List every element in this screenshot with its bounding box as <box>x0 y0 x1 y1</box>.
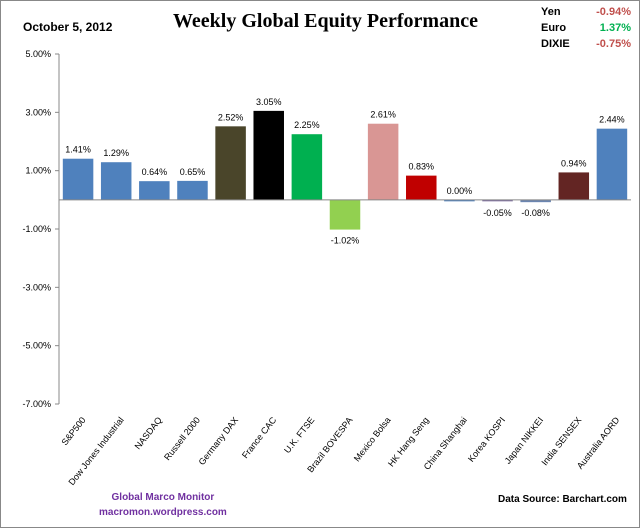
data-label: 2.52% <box>218 112 244 122</box>
data-label: 0.64% <box>142 167 168 177</box>
x-tick-label: U.K. FTSE <box>282 415 316 455</box>
x-tick-label: NASDAQ <box>133 415 164 451</box>
bar <box>253 110 284 200</box>
x-tick-label: Russell 2000 <box>162 415 202 462</box>
x-tick-label: Germany DAX <box>197 415 241 467</box>
data-label: 2.61% <box>370 110 396 120</box>
bar <box>482 199 513 202</box>
data-label: -1.02% <box>331 236 360 246</box>
x-tick-label: S&P500 <box>59 415 87 447</box>
x-tick-label: France CAC <box>240 415 279 461</box>
data-label: 0.83% <box>409 162 435 172</box>
y-tick-label: 1.00% <box>25 166 51 176</box>
fx-value-dixie: -0.75% <box>596 38 631 50</box>
bar <box>367 123 399 200</box>
data-label: 3.05% <box>256 97 282 107</box>
fx-label-yen: Yen <box>541 6 561 18</box>
data-label: 2.25% <box>294 120 320 130</box>
data-label: 0.00% <box>447 186 473 196</box>
data-label: 1.29% <box>103 148 129 158</box>
brand: Global Marco Monitor macromon.wordpress.… <box>99 490 227 520</box>
y-tick-label: -1.00% <box>22 224 51 234</box>
bar <box>406 175 437 200</box>
y-tick-label: 3.00% <box>25 107 51 117</box>
fx-value-euro: 1.37% <box>599 22 631 34</box>
data-label: 1.41% <box>65 145 91 155</box>
x-tick-label: India SENSEX <box>539 415 583 467</box>
data-source: Data Source: Barchart.com <box>498 494 627 505</box>
data-label: -0.08% <box>521 208 550 218</box>
bar <box>596 128 628 200</box>
bar <box>444 199 475 202</box>
fx-label-euro: Euro <box>541 22 567 34</box>
x-tick-label: HK Hang Seng <box>386 415 431 468</box>
data-label: 0.94% <box>561 158 587 168</box>
bar <box>100 162 132 200</box>
x-tick-label: Korea KOSPI <box>466 415 507 464</box>
fx-value-yen: -0.94% <box>596 6 631 18</box>
brand-name: Global Marco Monitor <box>111 492 215 503</box>
y-tick-label: -7.00% <box>22 399 51 409</box>
bar <box>291 134 323 200</box>
y-tick-label: 5.00% <box>25 49 51 59</box>
bar <box>215 126 246 200</box>
data-label: 2.44% <box>599 115 625 125</box>
data-label: 0.65% <box>180 167 206 177</box>
data-label: -0.05% <box>483 208 512 218</box>
brand-url: macromon.wordpress.com <box>99 507 227 518</box>
bar <box>139 181 170 200</box>
bar <box>177 180 208 200</box>
y-tick-label: -3.00% <box>22 282 51 292</box>
x-tick-label: Japan NIKKEI <box>503 415 546 466</box>
bar <box>62 158 94 200</box>
y-tick-label: -5.00% <box>22 341 51 351</box>
fx-label-dixie: DIXIE <box>541 38 570 50</box>
report-date: October 5, 2012 <box>23 20 113 34</box>
bar <box>520 199 551 203</box>
bar <box>329 199 361 230</box>
bar <box>558 172 590 200</box>
x-tick-label: Mexico Bolsa <box>352 415 393 463</box>
chart-title: Weekly Global Equity Performance <box>173 10 478 32</box>
